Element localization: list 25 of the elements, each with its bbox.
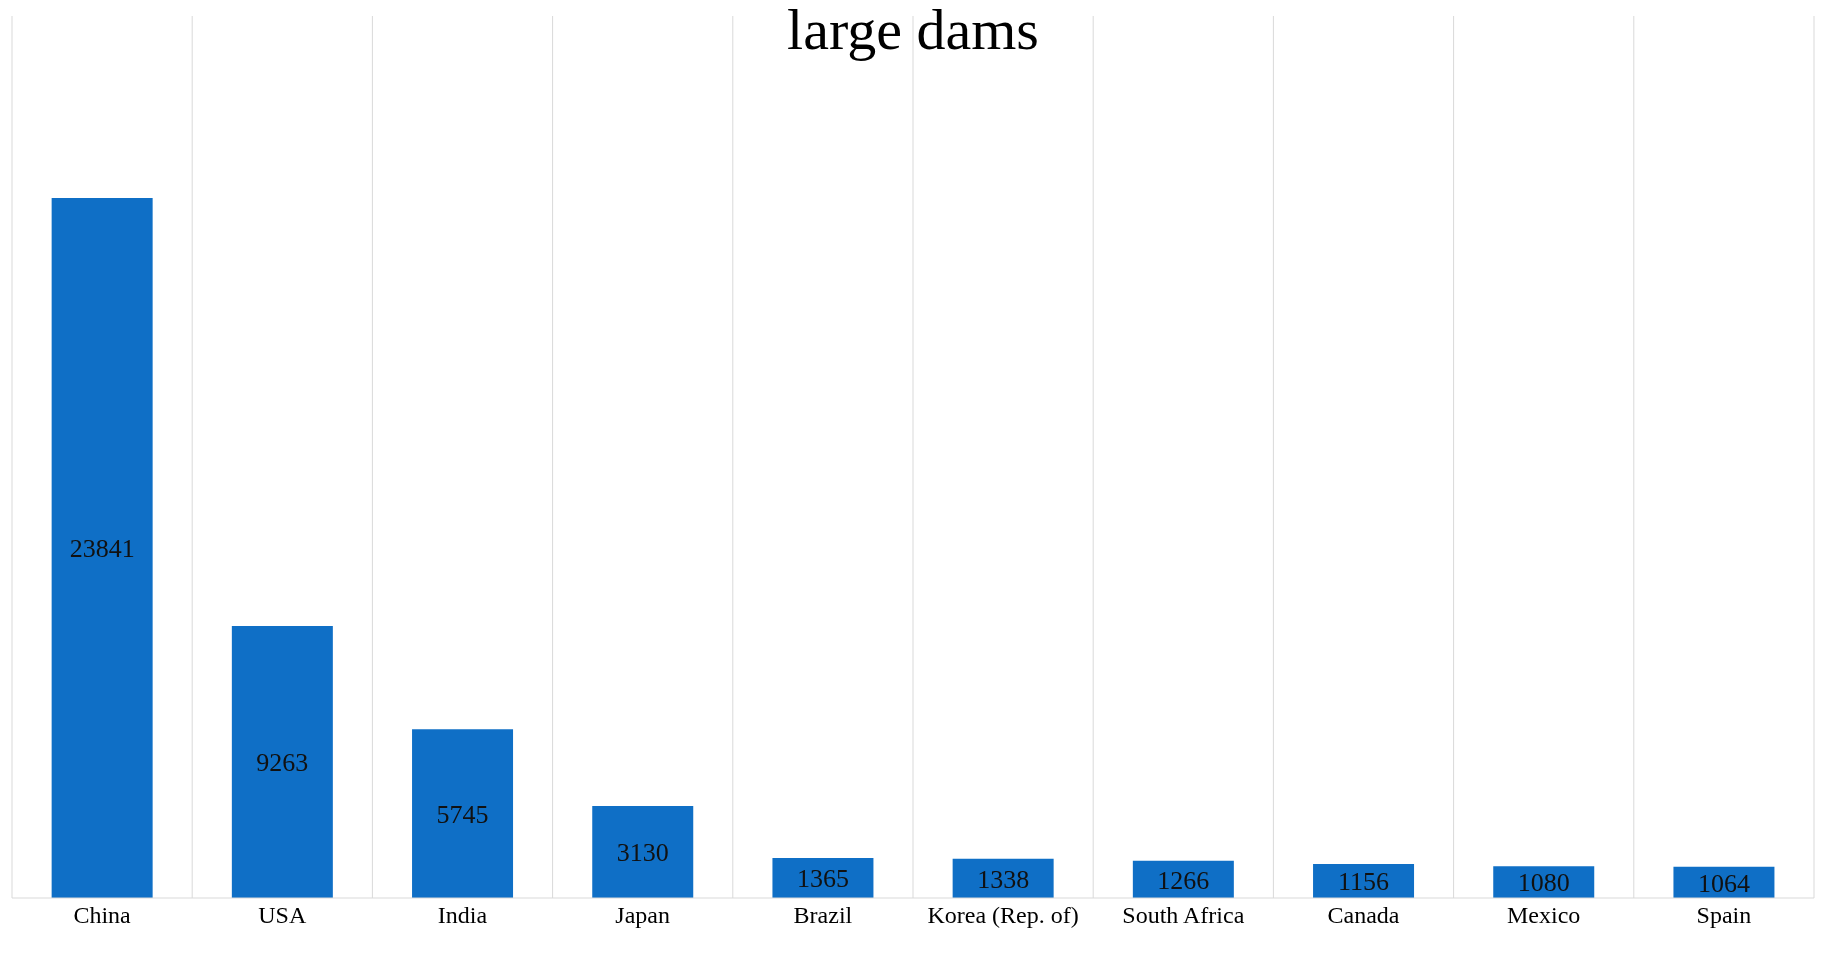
chart-title: large dams [786,0,1040,63]
x-tick-label: Canada [1327,902,1400,929]
x-tick-label: Spain [1696,902,1752,929]
bar [412,729,514,898]
data-label: 1338 [977,864,1030,894]
data-label: 1266 [1157,865,1210,895]
x-tick-label: Mexico [1507,902,1581,929]
x-tick-label: Brazil [793,902,853,929]
x-tick-label: Korea (Rep. of) [927,902,1079,929]
x-tick-label: Japan [615,902,671,929]
bar [592,806,694,898]
data-label: 23841 [69,534,135,564]
data-label: 3130 [616,838,669,868]
data-label: 9263 [256,748,309,778]
data-label: 1064 [1697,868,1750,898]
x-tick-label: China [73,902,132,929]
x-tick-label: South Africa [1122,902,1245,929]
x-tick-label: USA [258,902,307,929]
bar [51,198,153,898]
data-label: 1365 [796,864,849,894]
data-label: 1156 [1338,867,1390,897]
data-label: 5745 [436,799,489,829]
x-tick-label: India [437,902,488,929]
bar [231,626,333,898]
data-label: 1080 [1517,868,1570,898]
